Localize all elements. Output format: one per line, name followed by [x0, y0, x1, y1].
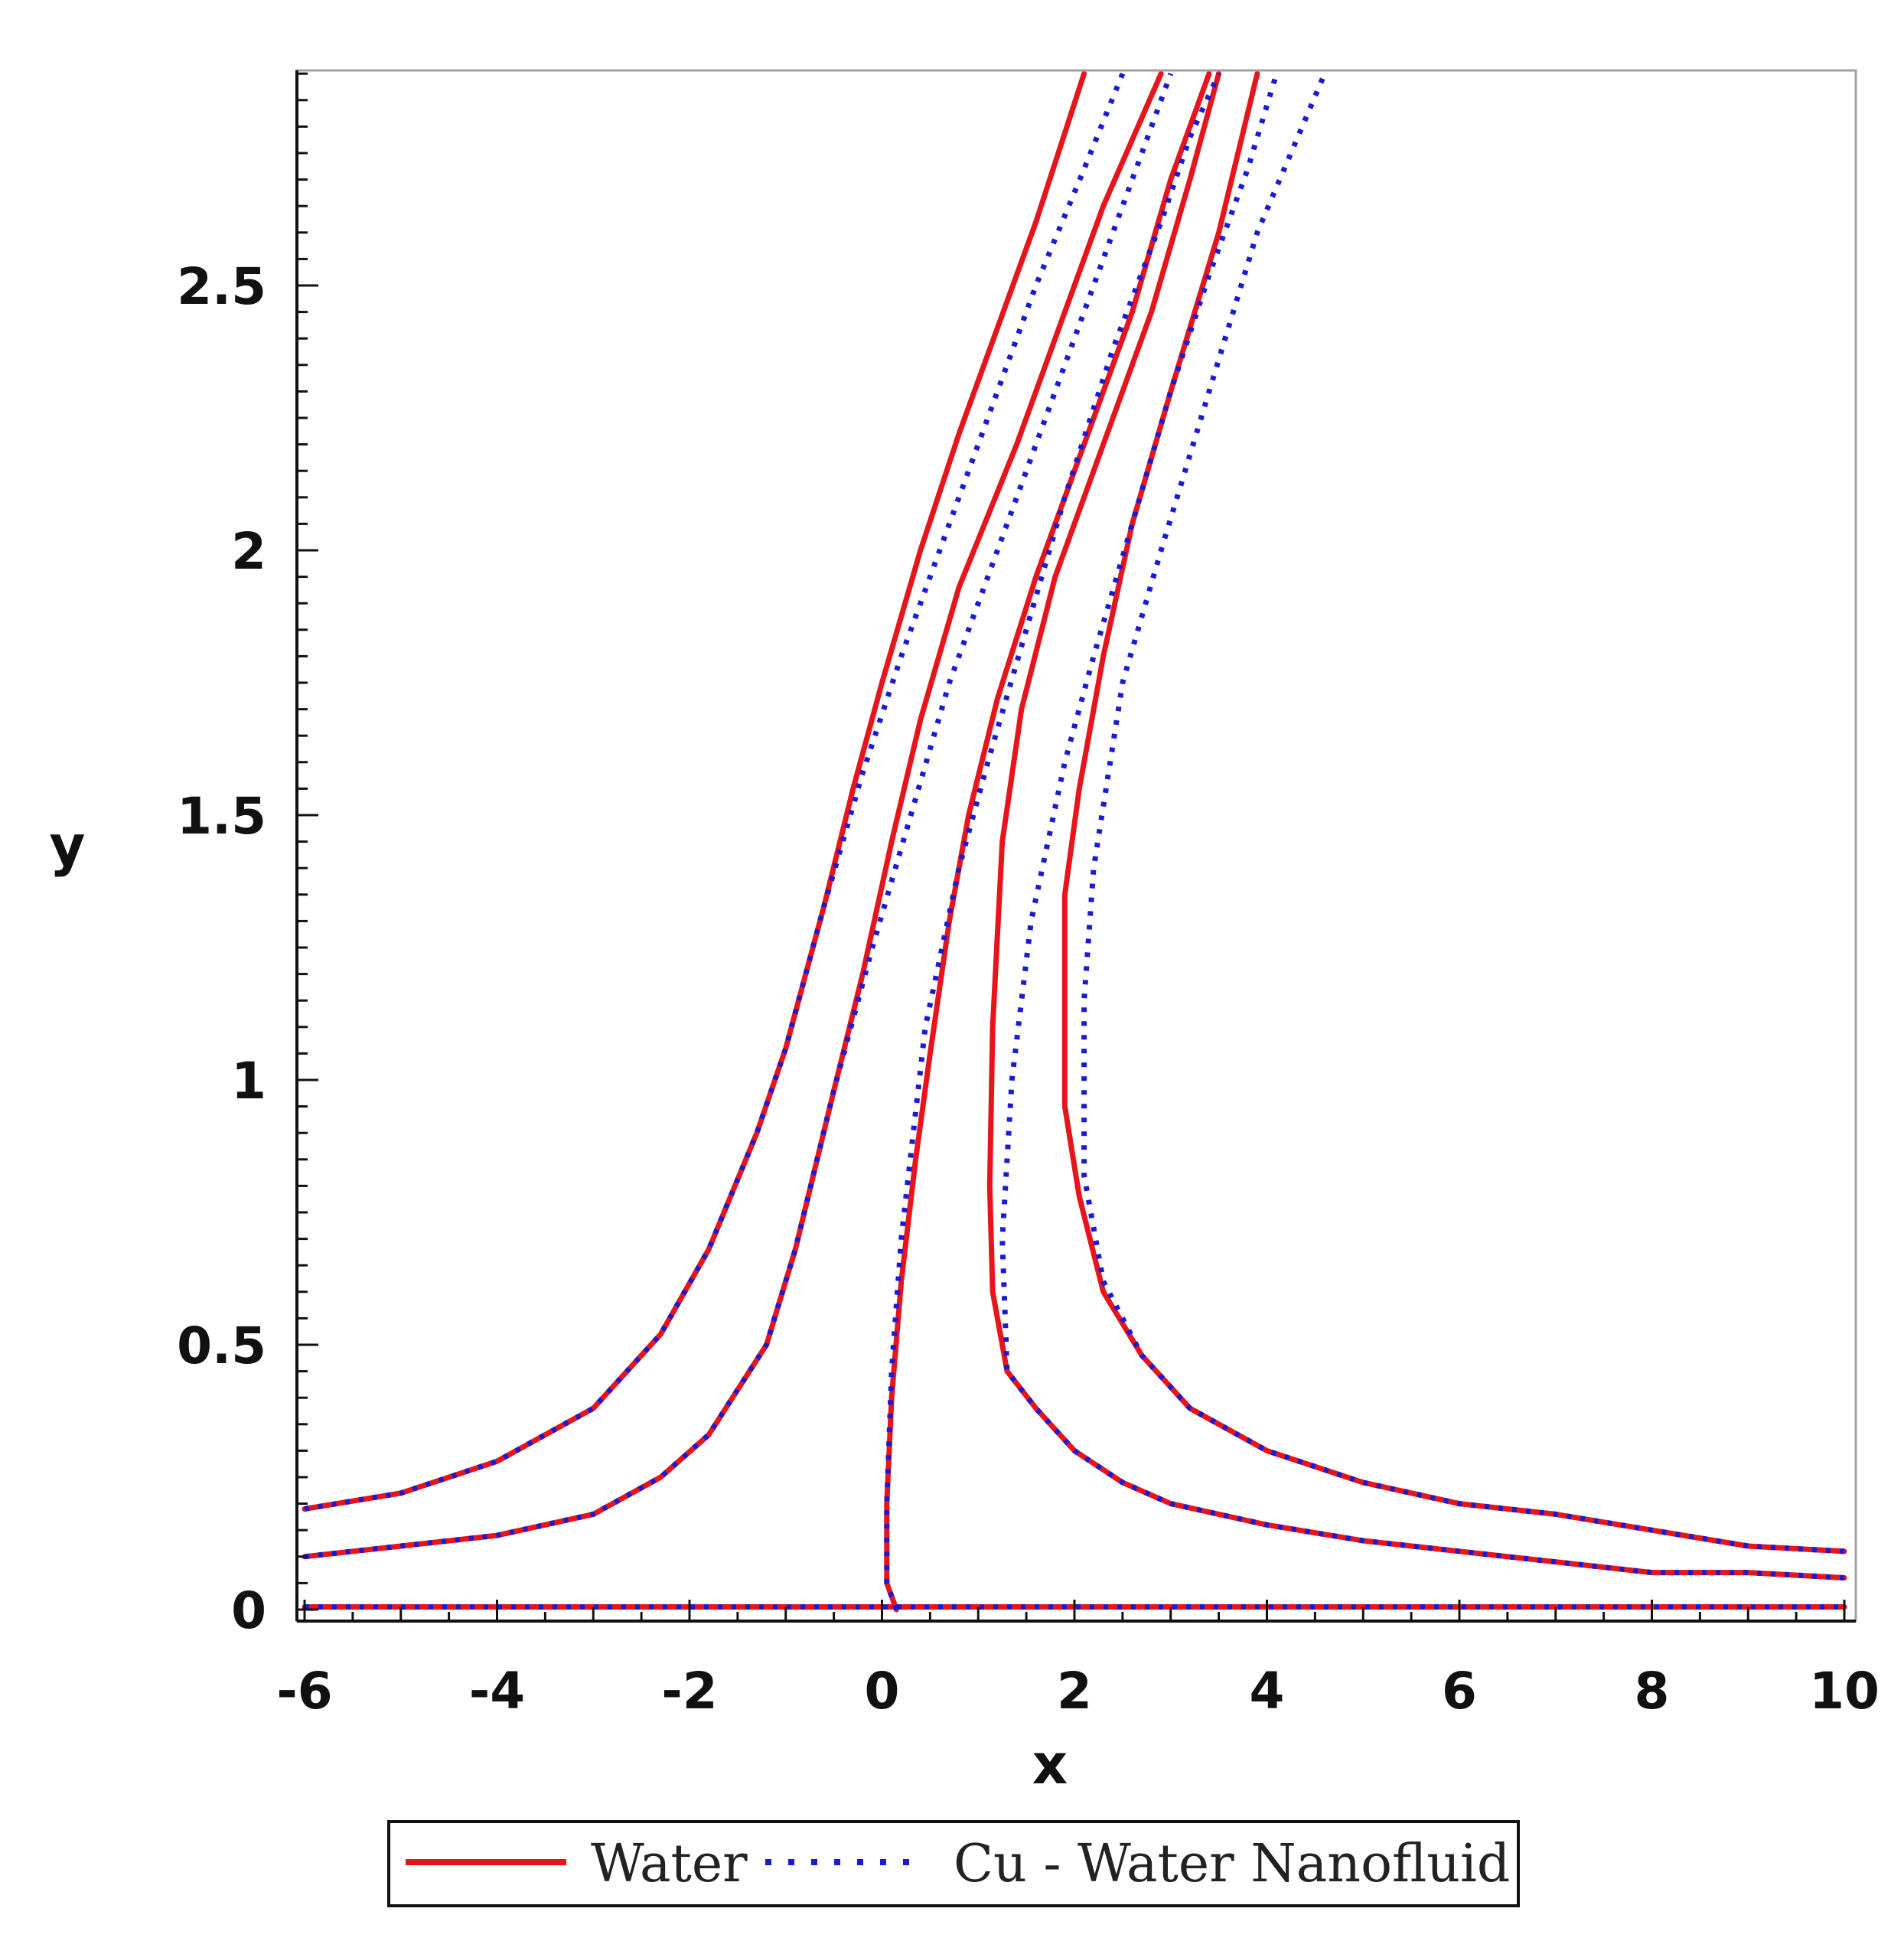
- y-axis-title: y: [50, 814, 86, 878]
- axes-layer: [295, 70, 1856, 1623]
- nanofluid-streamline-4: [999, 73, 1845, 1581]
- x-tick-label: 0: [865, 1662, 900, 1721]
- x-tick-label: 2: [1057, 1662, 1092, 1721]
- y-tick-label: 2.5: [177, 257, 266, 316]
- x-tick-label: -6: [276, 1662, 332, 1721]
- y-tick-label: 0: [231, 1581, 266, 1640]
- x-tick-label: 4: [1250, 1662, 1285, 1721]
- ticks-layer: -6 -4 -2 0 2 4 6 8 10 0 0.5 1 1.5 2 2.5: [177, 72, 1880, 1721]
- legend: Water Cu - Water Nanofluid: [387, 1820, 1520, 1907]
- legend-label-nanofluid: Cu - Water Nanofluid: [954, 1834, 1510, 1894]
- series-layer: [302, 70, 1847, 1613]
- x-tick-label: 6: [1442, 1662, 1477, 1721]
- x-tick-label: -2: [661, 1662, 717, 1721]
- y-tick-label: 0.5: [177, 1316, 266, 1375]
- x-tick-label: -4: [469, 1662, 525, 1721]
- legend-box: [387, 1820, 1520, 1907]
- nanofluid-streamline-5: [1081, 72, 1845, 1554]
- nanofluid-streamline-3: [884, 72, 1221, 1611]
- y-tick-label: 1.5: [177, 787, 266, 846]
- y-tick-label: 2: [231, 522, 266, 581]
- water-streamline-3: [884, 70, 1212, 1613]
- x-tick-label: 8: [1635, 1662, 1670, 1721]
- water-streamline-1: [302, 70, 1087, 1512]
- nanofluid-streamline-2: [304, 73, 1174, 1560]
- x-axis-title: x: [1032, 1732, 1068, 1796]
- y-tick-label: 1: [231, 1052, 266, 1111]
- x-tick-label: 10: [1809, 1662, 1880, 1721]
- legend-label-water: Water: [591, 1834, 748, 1894]
- series-nanofluid: [304, 72, 1845, 1611]
